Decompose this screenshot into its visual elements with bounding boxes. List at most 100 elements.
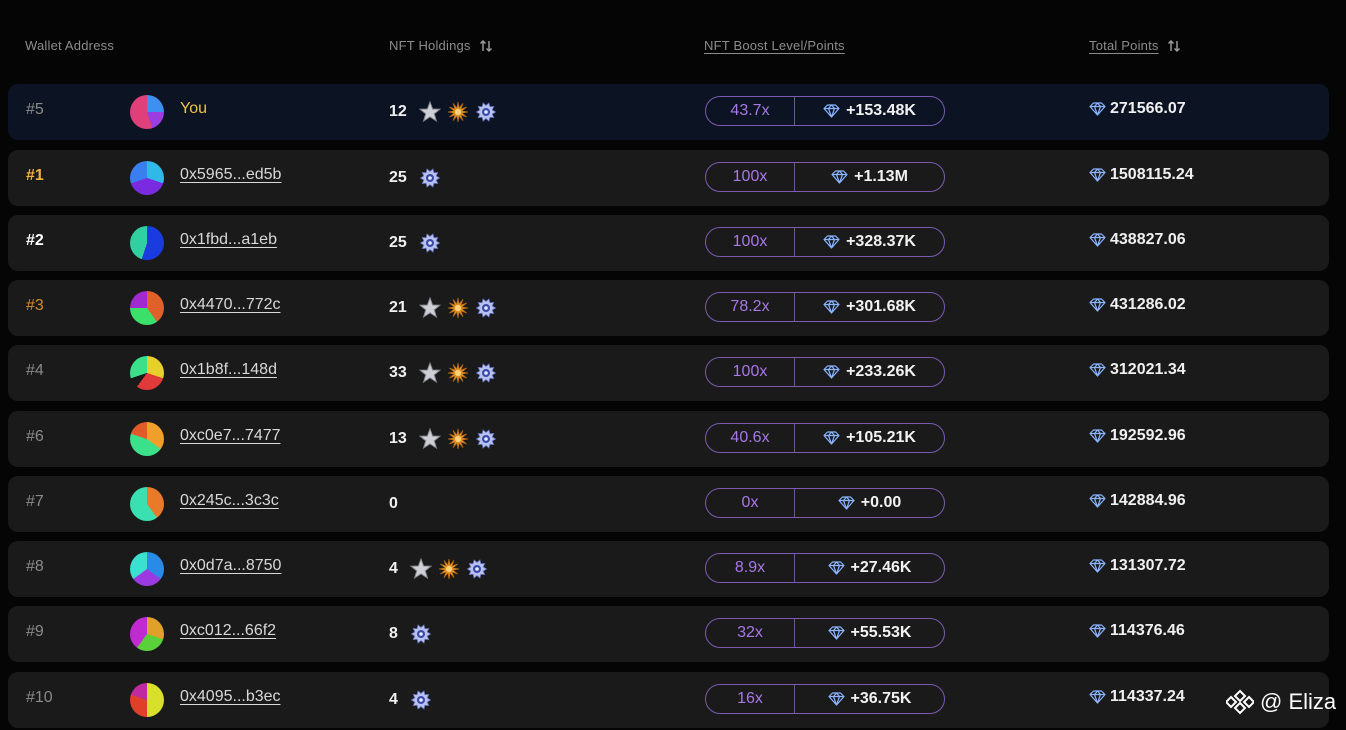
boost-points: +328.37K — [795, 228, 944, 256]
avatar — [130, 226, 164, 260]
table-row[interactable]: #3 0x4470...772c 21 78.2x +301.68K 431286.02 — [8, 280, 1329, 336]
wallet-address-link[interactable]: 0x4095...b3ec — [180, 688, 281, 705]
boost-points: +105.21K — [795, 424, 944, 452]
nft-count: 21 — [389, 299, 407, 316]
boost-points-value: +1.13M — [854, 168, 908, 185]
silver-star-icon — [418, 362, 441, 384]
boost-points: +0.00 — [795, 489, 944, 517]
avatar — [130, 617, 164, 651]
nft-holdings: 0 — [389, 490, 404, 518]
nft-holdings: 4 — [389, 686, 432, 714]
boost-points-value: +36.75K — [850, 690, 912, 707]
blue-badge-icon — [419, 233, 441, 253]
boost-level: 32x — [706, 619, 795, 647]
nft-count: 4 — [389, 691, 398, 708]
wallet-address-link[interactable]: 0xc012...66f2 — [180, 622, 277, 639]
diamond-icon — [838, 496, 855, 510]
boost-points-value: +55.53K — [850, 624, 912, 641]
diamond-icon — [1089, 559, 1106, 573]
blue-badge-icon — [410, 624, 432, 644]
header-wallet-label: Wallet Address — [25, 38, 115, 53]
total-points: 1508115.24 — [1089, 166, 1194, 184]
rank-label: #9 — [26, 623, 44, 640]
diamond-icon — [1089, 102, 1106, 116]
table-row[interactable]: #8 0x0d7a...8750 4 8.9x +27.46K 131307.72 — [8, 541, 1329, 597]
boost-pill: 100x +1.13M — [705, 162, 945, 192]
wallet-address-link[interactable]: 0x245c...3c3c — [180, 492, 279, 509]
boost-level: 8.9x — [706, 554, 795, 582]
diamond-icon — [1089, 429, 1106, 443]
boost-points-value: +328.37K — [846, 233, 916, 250]
header-nft-holdings-label: NFT Holdings — [389, 38, 471, 53]
avatar — [130, 683, 164, 717]
wallet-you-label: You — [180, 100, 207, 117]
table-row[interactable]: #10 0x4095...b3ec 4 16x +36.75K 114337.24 — [8, 672, 1329, 728]
binance-logo-icon — [1226, 689, 1254, 715]
nft-holdings: 12 — [389, 98, 497, 126]
diamond-icon — [1089, 494, 1106, 508]
wallet-address-link[interactable]: 0x1b8f...148d — [180, 361, 277, 378]
diamond-icon — [827, 561, 845, 575]
boost-points: +233.26K — [795, 358, 944, 386]
blue-badge-icon — [410, 690, 432, 710]
header-nft-holdings[interactable]: NFT Holdings — [389, 38, 493, 53]
boost-level: 100x — [706, 358, 795, 386]
total-points-value: 131307.72 — [1110, 557, 1186, 574]
table-row[interactable]: #9 0xc012...66f2 8 32x +55.53K 114376.46 — [8, 606, 1329, 662]
boost-points-value: +27.46K — [850, 559, 912, 576]
sort-icon[interactable] — [1167, 39, 1181, 53]
table-row[interactable]: #2 0x1fbd...a1eb 25 100x +328.37K 438827.06 — [8, 215, 1329, 271]
wallet-address-link[interactable]: 0x1fbd...a1eb — [180, 231, 277, 248]
page-edge — [1336, 0, 1346, 730]
table-row[interactable]: #7 0x245c...3c3c 0 0x +0.00 142884.96 — [8, 476, 1329, 532]
rank-label: #4 — [26, 362, 44, 379]
diamond-icon — [827, 626, 845, 640]
silver-star-icon — [418, 101, 441, 123]
rank-label: #2 — [26, 232, 44, 249]
boost-points: +301.68K — [795, 293, 944, 321]
gold-burst-icon — [447, 362, 468, 384]
total-points: 192592.96 — [1089, 427, 1186, 445]
wallet-address-link[interactable]: 0xc0e7...7477 — [180, 427, 281, 444]
watermark-text: @ Eliza — [1260, 689, 1337, 714]
wallet-address-link[interactable]: 0x4470...772c — [180, 296, 281, 313]
silver-star-icon — [409, 558, 432, 580]
diamond-icon — [1089, 168, 1106, 182]
boost-level: 0x — [706, 489, 795, 517]
avatar — [130, 95, 164, 129]
total-points-value: 438827.06 — [1110, 231, 1186, 248]
blue-badge-icon — [466, 559, 488, 579]
header-wallet-address: Wallet Address — [25, 38, 114, 53]
table-row[interactable]: #4 0x1b8f...148d 33 100x +233.26K 312021.34 — [8, 345, 1329, 401]
total-points: 431286.02 — [1089, 296, 1186, 314]
nft-holdings: 25 — [389, 229, 441, 257]
nft-holdings: 8 — [389, 620, 432, 648]
gold-burst-icon — [447, 428, 468, 450]
table-row[interactable]: #6 0xc0e7...7477 13 40.6x +105.21K 192592.96 — [8, 411, 1329, 467]
sort-icon[interactable] — [479, 39, 493, 53]
rank-label: #5 — [26, 101, 44, 118]
total-points-value: 192592.96 — [1110, 427, 1186, 444]
boost-points: +153.48K — [795, 97, 944, 125]
gold-burst-icon — [447, 297, 468, 319]
avatar — [130, 422, 164, 456]
gold-burst-icon — [447, 101, 468, 123]
blue-badge-icon — [475, 298, 497, 318]
header-nft-boost[interactable]: NFT Boost Level/Points — [704, 38, 845, 53]
table-row-you[interactable]: #5 You 12 43.7x +153.48K 271566.07 — [8, 84, 1329, 140]
diamond-icon — [823, 300, 840, 314]
total-points-value: 114376.46 — [1110, 622, 1185, 639]
boost-level: 78.2x — [706, 293, 795, 321]
rank-label: #7 — [26, 493, 44, 510]
avatar — [130, 552, 164, 586]
header-total-points[interactable]: Total Points — [1089, 38, 1181, 53]
table-row[interactable]: #1 0x5965...ed5b 25 100x +1.13M 1508115.24 — [8, 150, 1329, 206]
blue-badge-icon — [475, 363, 497, 383]
nft-holdings: 25 — [389, 164, 441, 192]
total-points-value: 312021.34 — [1110, 361, 1186, 378]
diamond-icon — [1089, 690, 1106, 704]
nft-holdings: 13 — [389, 425, 497, 453]
wallet-address-link[interactable]: 0x0d7a...8750 — [180, 557, 282, 574]
wallet-address-link[interactable]: 0x5965...ed5b — [180, 166, 282, 183]
nft-count: 12 — [389, 103, 407, 120]
